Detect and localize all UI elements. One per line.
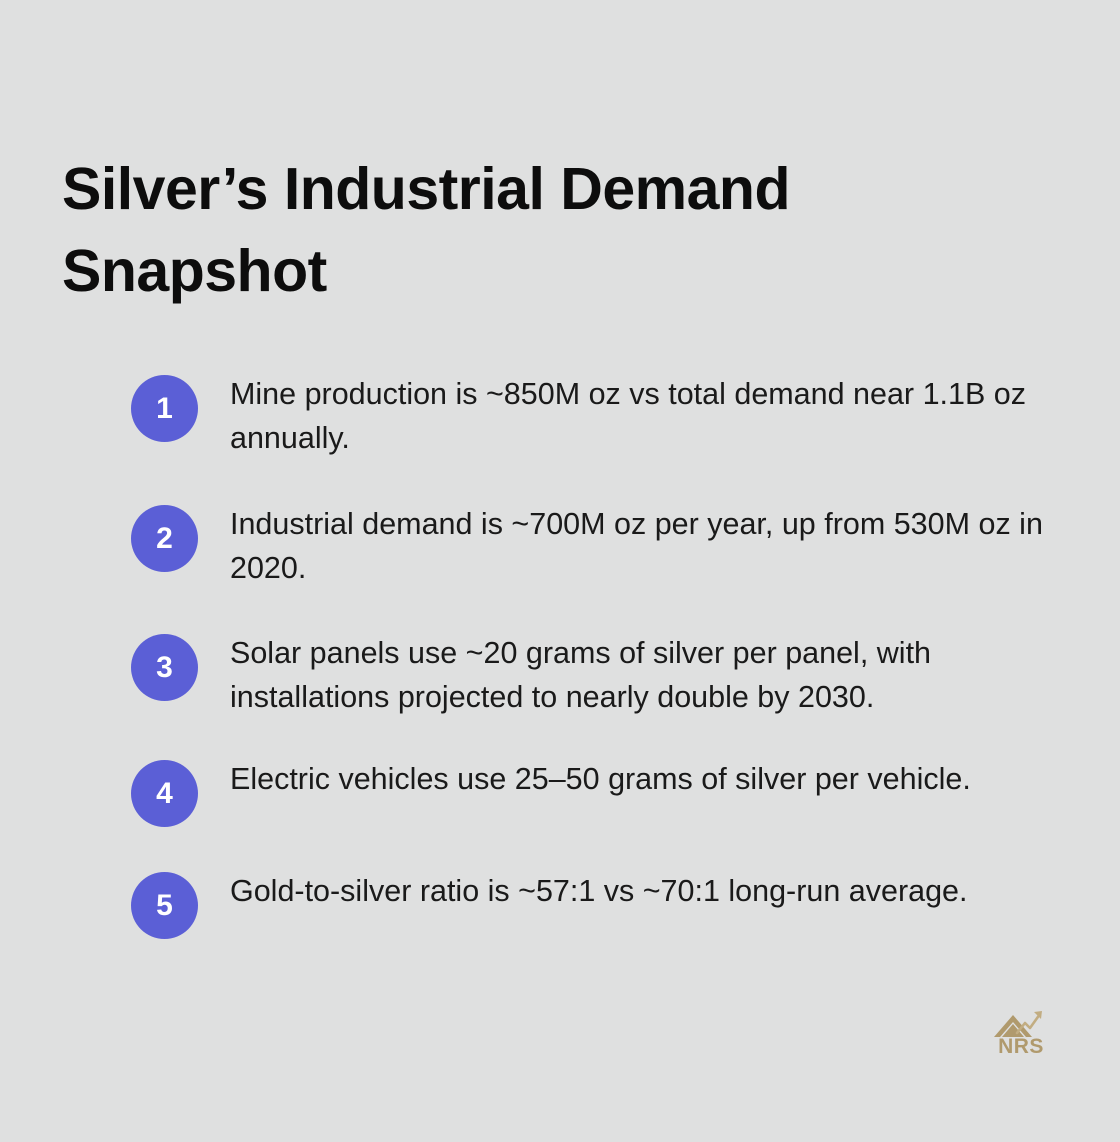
logo-wordmark: NRS [998, 1035, 1044, 1058]
list-item-text: Industrial demand is ~700M oz per year, … [230, 507, 1043, 585]
list-item-number-badge: 4 [131, 760, 198, 827]
list-item-number-badge: 1 [131, 375, 198, 442]
list-item-number-badge: 2 [131, 505, 198, 572]
fact-list: 1 Mine production is ~850M oz vs total d… [131, 372, 1071, 939]
list-item-text: Solar panels use ~20 grams of silver per… [230, 636, 932, 714]
list-item-number-badge: 3 [131, 634, 198, 701]
list-item-text: Gold-to-silver ratio is ~57:1 vs ~70:1 l… [230, 874, 968, 908]
brand-logo: NRS [990, 1008, 1052, 1060]
mountain-growth-arrow-icon [994, 1011, 1042, 1037]
list-item: 5 Gold-to-silver ratio is ~57:1 vs ~70:1… [131, 869, 1071, 939]
list-item: 1 Mine production is ~850M oz vs total d… [131, 372, 1071, 460]
list-item: 2 Industrial demand is ~700M oz per year… [131, 502, 1071, 590]
page-title: Silver’s Industrial Demand Snapshot [62, 155, 791, 304]
list-item: 4 Electric vehicles use 25–50 grams of s… [131, 757, 1071, 827]
list-item-text: Mine production is ~850M oz vs total dem… [230, 377, 1026, 455]
list-item-number-badge: 5 [131, 872, 198, 939]
list-item: 3 Solar panels use ~20 grams of silver p… [131, 631, 1071, 719]
list-item-text: Electric vehicles use 25–50 grams of sil… [230, 762, 971, 796]
